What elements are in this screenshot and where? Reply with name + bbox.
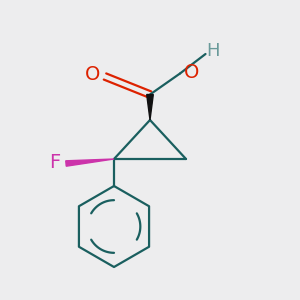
Text: O: O [184, 62, 199, 82]
Polygon shape [66, 159, 114, 166]
Polygon shape [147, 94, 153, 120]
Text: F: F [49, 152, 60, 172]
Text: H: H [206, 42, 220, 60]
Text: O: O [85, 65, 101, 85]
